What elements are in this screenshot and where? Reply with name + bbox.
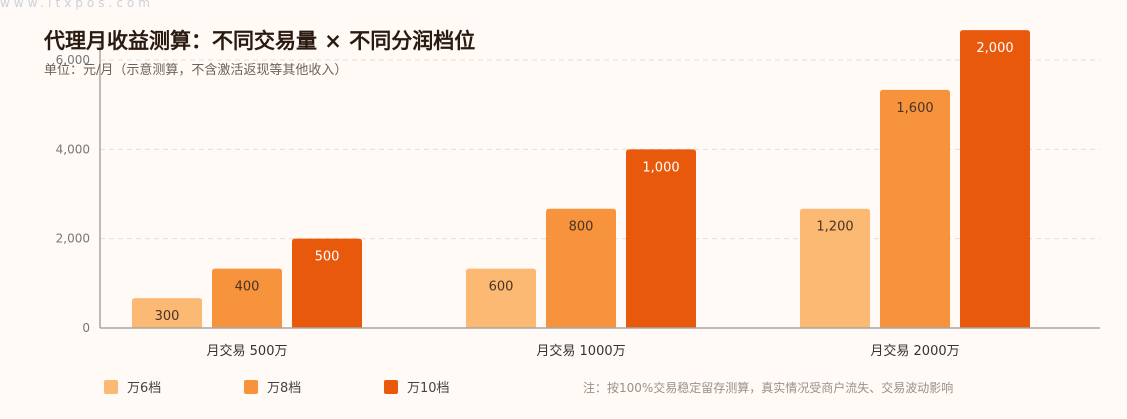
- bar-series-2-category-2: [546, 208, 616, 328]
- data-label: 500: [315, 250, 340, 265]
- chart-subtitle: 单位：元/月（示意测算，不含激活返现等其他收入）: [44, 62, 347, 78]
- data-label: 2,000: [976, 41, 1013, 56]
- data-label: 1,000: [642, 160, 679, 175]
- legend-item-wan8[interactable]: 万8档: [244, 380, 301, 396]
- bar-series-2-category-1: [212, 268, 282, 328]
- y-tick-label: 4,000: [56, 142, 90, 156]
- data-label: 300: [155, 309, 180, 324]
- legend-label-wan6: 万6档: [127, 381, 161, 396]
- legend: 万6档 万8档 万10档: [104, 380, 450, 396]
- x-tick-label: 月交易 1000万: [536, 343, 625, 359]
- x-axis-tick-labels: 月交易 500万 月交易 1000万 月交易 2000万: [207, 343, 960, 359]
- x-tick-label: 月交易 2000万: [870, 343, 959, 359]
- chart-title: 代理月收益测算：不同交易量 × 不同分润档位: [43, 29, 475, 53]
- chart-footnote: 注：按100%交易稳定留存测算，真实情况受商户流失、交易波动影响: [583, 380, 953, 395]
- bar-series-3-category-3: [960, 30, 1030, 328]
- y-axis-tick-labels: 0 2,000 4,000 6,000: [56, 53, 90, 335]
- data-labels: 300 400 500 600 800 1,000 1,200 1,600 2,000: [155, 41, 1014, 324]
- bar-series-1-category-3: [800, 208, 870, 328]
- watermark: www.ltxpos.com: [0, 0, 154, 10]
- bar-series-1-category-1: [132, 298, 202, 328]
- bar-series-1-category-2: [466, 268, 536, 328]
- data-label: 400: [235, 280, 260, 295]
- bars: [132, 30, 1030, 328]
- bar-series-3-category-2: [626, 149, 696, 328]
- legend-item-wan6[interactable]: 万6档: [104, 380, 161, 396]
- y-tick-label: 0: [82, 321, 90, 335]
- legend-label-wan10: 万10档: [407, 381, 450, 396]
- legend-label-wan8: 万8档: [267, 381, 301, 396]
- y-tick-label: 2,000: [56, 232, 90, 246]
- y-tick-label: 6,000: [56, 53, 90, 67]
- bar-series-2-category-3: [880, 89, 950, 328]
- bar-series-3-category-1: [292, 238, 362, 328]
- data-label: 600: [489, 280, 514, 295]
- data-label: 1,600: [896, 101, 933, 116]
- legend-swatch-wan8: [244, 380, 258, 394]
- legend-swatch-wan6: [104, 380, 118, 394]
- data-label: 1,200: [816, 220, 853, 235]
- legend-item-wan10[interactable]: 万10档: [384, 380, 450, 396]
- legend-swatch-wan10: [384, 380, 398, 394]
- data-label: 800: [569, 220, 594, 235]
- x-tick-label: 月交易 500万: [207, 343, 288, 359]
